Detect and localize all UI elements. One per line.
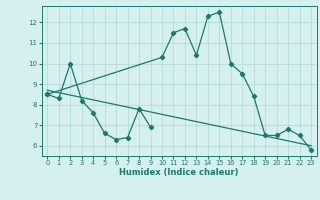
X-axis label: Humidex (Indice chaleur): Humidex (Indice chaleur) bbox=[119, 168, 239, 177]
